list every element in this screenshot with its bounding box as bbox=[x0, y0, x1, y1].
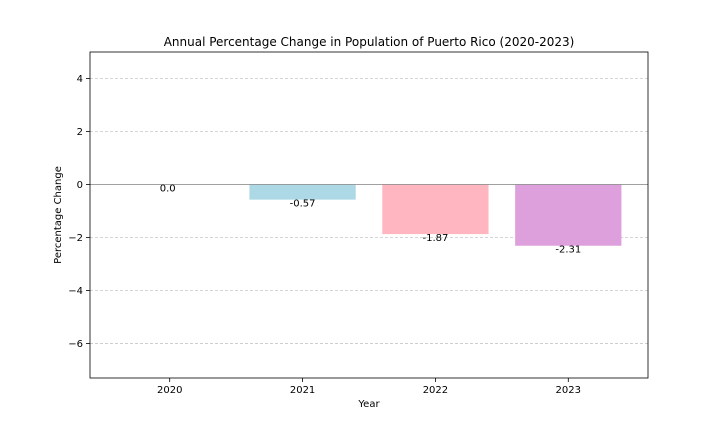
data-label-2021: -0.57 bbox=[290, 199, 316, 210]
y-tick-label-3: −2 bbox=[68, 233, 83, 244]
bar-2022 bbox=[382, 184, 489, 235]
y-axis-ticks: 4 2 0 −2 −4 −6 bbox=[68, 74, 90, 350]
x-tick-label-2020: 2020 bbox=[157, 385, 182, 396]
data-label-2023: -2.31 bbox=[555, 245, 581, 256]
x-axis-ticks: 2020 2021 2022 2023 bbox=[157, 378, 581, 396]
y-axis-label: Percentage Change bbox=[53, 166, 64, 264]
chart-title: Annual Percentage Change in Population o… bbox=[164, 35, 575, 49]
y-tick-label-4: −4 bbox=[68, 286, 83, 297]
data-label-2022: -1.87 bbox=[422, 233, 448, 244]
x-tick-label-2021: 2021 bbox=[290, 385, 315, 396]
data-labels-layer: 0.0 -0.57 -1.87 -2.31 bbox=[160, 184, 581, 256]
x-axis-label: Year bbox=[357, 399, 380, 410]
bars-layer bbox=[90, 184, 648, 246]
data-label-2020: 0.0 bbox=[160, 184, 176, 195]
x-tick-label-2022: 2022 bbox=[423, 385, 448, 396]
bar-2023 bbox=[515, 184, 622, 246]
y-tick-label-1: 2 bbox=[77, 127, 83, 138]
y-tick-label-2: 0 bbox=[77, 180, 83, 191]
bar-2021 bbox=[249, 184, 356, 200]
y-tick-label-5: −6 bbox=[68, 339, 83, 350]
x-tick-label-2023: 2023 bbox=[556, 385, 581, 396]
y-tick-label-0: 4 bbox=[77, 74, 83, 85]
plot-frame bbox=[89, 51, 649, 379]
